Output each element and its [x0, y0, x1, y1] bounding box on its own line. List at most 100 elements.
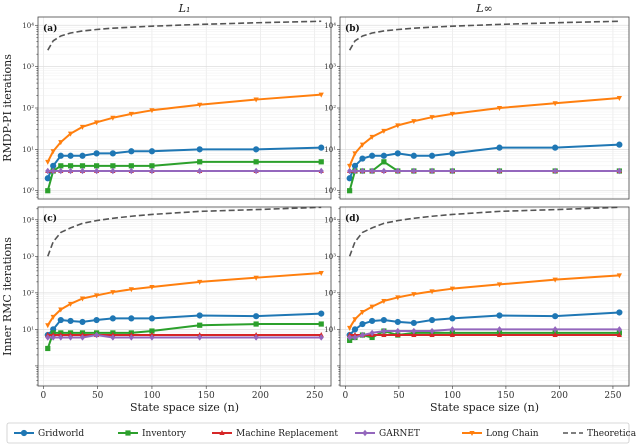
data-point-garnet	[369, 329, 375, 337]
legend-marker	[469, 431, 475, 436]
data-point-inventory	[110, 163, 116, 169]
data-point-gridworld	[496, 144, 503, 151]
data-point-gridworld	[109, 315, 116, 322]
panel-b: (b) 10⁰ 10¹ 10² 10³ 10⁴	[324, 16, 630, 200]
data-point-inventory	[79, 163, 86, 169]
panel-d: (d) 10¹ 10² 10³ 10⁴ 0 50 100 150 200 250 State spac…	[324, 206, 630, 414]
data-point-long-chain	[197, 279, 203, 285]
data-point-inventory	[318, 159, 324, 165]
data-point-garnet	[128, 334, 134, 341]
data-point-garnet	[552, 167, 558, 175]
data-point-gridworld	[369, 152, 376, 159]
data-point-gridworld	[369, 317, 376, 325]
data-point-gridworld	[109, 150, 116, 157]
y-tick-label: 10¹	[22, 146, 34, 154]
y-tick-label: 10⁴	[324, 216, 336, 224]
data-point-gridworld	[93, 150, 100, 157]
legend-marker	[362, 429, 368, 437]
data-point-inventory	[94, 163, 100, 169]
data-point-garnet	[58, 167, 64, 175]
data-point-long-chain	[352, 317, 358, 323]
data-point-gridworld	[148, 315, 156, 322]
data-point-garnet	[67, 334, 74, 341]
y-tick-label: 10²	[324, 289, 336, 297]
data-point-long-chain	[616, 273, 622, 279]
y-tick-label: 10⁴	[22, 22, 34, 30]
data-point-gridworld	[410, 319, 417, 327]
data-point-long-chain	[496, 282, 503, 288]
data-point-garnet	[411, 167, 417, 175]
data-point-gridworld	[380, 316, 387, 324]
data-point-garnet	[50, 167, 56, 175]
data-point-garnet	[352, 167, 358, 175]
data-point-long-chain	[253, 97, 259, 103]
series-line-long-chain	[348, 274, 620, 329]
data-point-garnet	[253, 334, 259, 341]
series-line-theoretical-upper-bound	[47, 20, 322, 51]
y-tick-label: 10³	[22, 63, 34, 71]
legend-item-long-chain: Long Chain	[462, 429, 539, 439]
data-point-long-chain	[429, 115, 435, 121]
y-tick-label: 10⁴	[324, 22, 336, 30]
legend-item-inventory: Inventory	[118, 429, 187, 439]
data-point-gridworld	[253, 146, 260, 153]
data-point-garnet	[149, 334, 155, 341]
data-point-garnet	[347, 334, 353, 341]
data-point-machine-replacement	[496, 332, 503, 338]
data-point-gridworld	[196, 146, 203, 153]
series-line-long-chain	[348, 96, 620, 167]
data-point-garnet	[359, 331, 366, 339]
data-point-long-chain	[411, 292, 417, 298]
data-point-machine-replacement	[552, 332, 558, 338]
data-point-garnet	[79, 334, 86, 341]
data-point-long-chain	[318, 270, 324, 276]
x-tick-label: 0	[41, 391, 47, 401]
data-point-inventory	[45, 345, 51, 352]
y-tick-label: 10¹	[324, 146, 336, 154]
data-point-gridworld	[428, 152, 436, 159]
data-point-garnet	[381, 327, 387, 335]
data-point-long-chain	[359, 309, 366, 315]
data-point-inventory	[197, 159, 203, 165]
y-axis-label: RMDP-PI iterations	[1, 54, 14, 162]
data-point-gridworld	[410, 152, 417, 159]
y-tick-label: 10²	[324, 105, 336, 113]
x-tick-label: 0	[342, 391, 348, 401]
data-point-long-chain	[369, 134, 375, 140]
data-point-long-chain	[110, 115, 116, 121]
data-point-inventory	[58, 163, 64, 169]
data-point-garnet	[347, 167, 353, 175]
data-point-long-chain	[149, 108, 155, 114]
data-point-gridworld	[318, 310, 325, 317]
data-point-long-chain	[50, 149, 56, 155]
data-point-long-chain	[197, 102, 203, 108]
data-point-gridworld	[318, 144, 325, 151]
data-point-gridworld	[346, 175, 353, 182]
data-point-long-chain	[94, 293, 100, 299]
data-point-garnet	[110, 167, 116, 175]
legend-item-garnet: GARNET	[355, 429, 420, 439]
legend-marker	[20, 429, 28, 437]
data-point-long-chain	[552, 101, 558, 107]
data-point-gridworld	[351, 162, 359, 169]
y-tick-label: 10¹	[324, 326, 336, 334]
data-point-long-chain	[381, 128, 387, 134]
data-point-long-chain	[616, 95, 622, 101]
data-point-machine-replacement	[411, 332, 417, 338]
data-point-inventory	[128, 163, 134, 169]
data-point-long-chain	[58, 307, 64, 313]
y-tick-label: 10³	[324, 63, 336, 71]
data-point-gridworld	[93, 316, 100, 324]
data-point-garnet	[352, 334, 358, 341]
data-point-machine-replacement	[449, 332, 455, 338]
data-point-garnet	[197, 167, 203, 175]
legend-label: Theoretical upper bound	[587, 429, 636, 439]
data-point-gridworld	[196, 312, 203, 319]
legend-item-machine-replacement: Machine Replacement	[212, 429, 338, 439]
data-point-garnet	[110, 334, 116, 341]
data-point-long-chain	[45, 159, 51, 165]
data-point-gridworld	[128, 315, 135, 322]
data-point-inventory	[67, 163, 74, 169]
data-point-gridworld	[128, 148, 135, 155]
data-point-gridworld	[57, 152, 64, 159]
